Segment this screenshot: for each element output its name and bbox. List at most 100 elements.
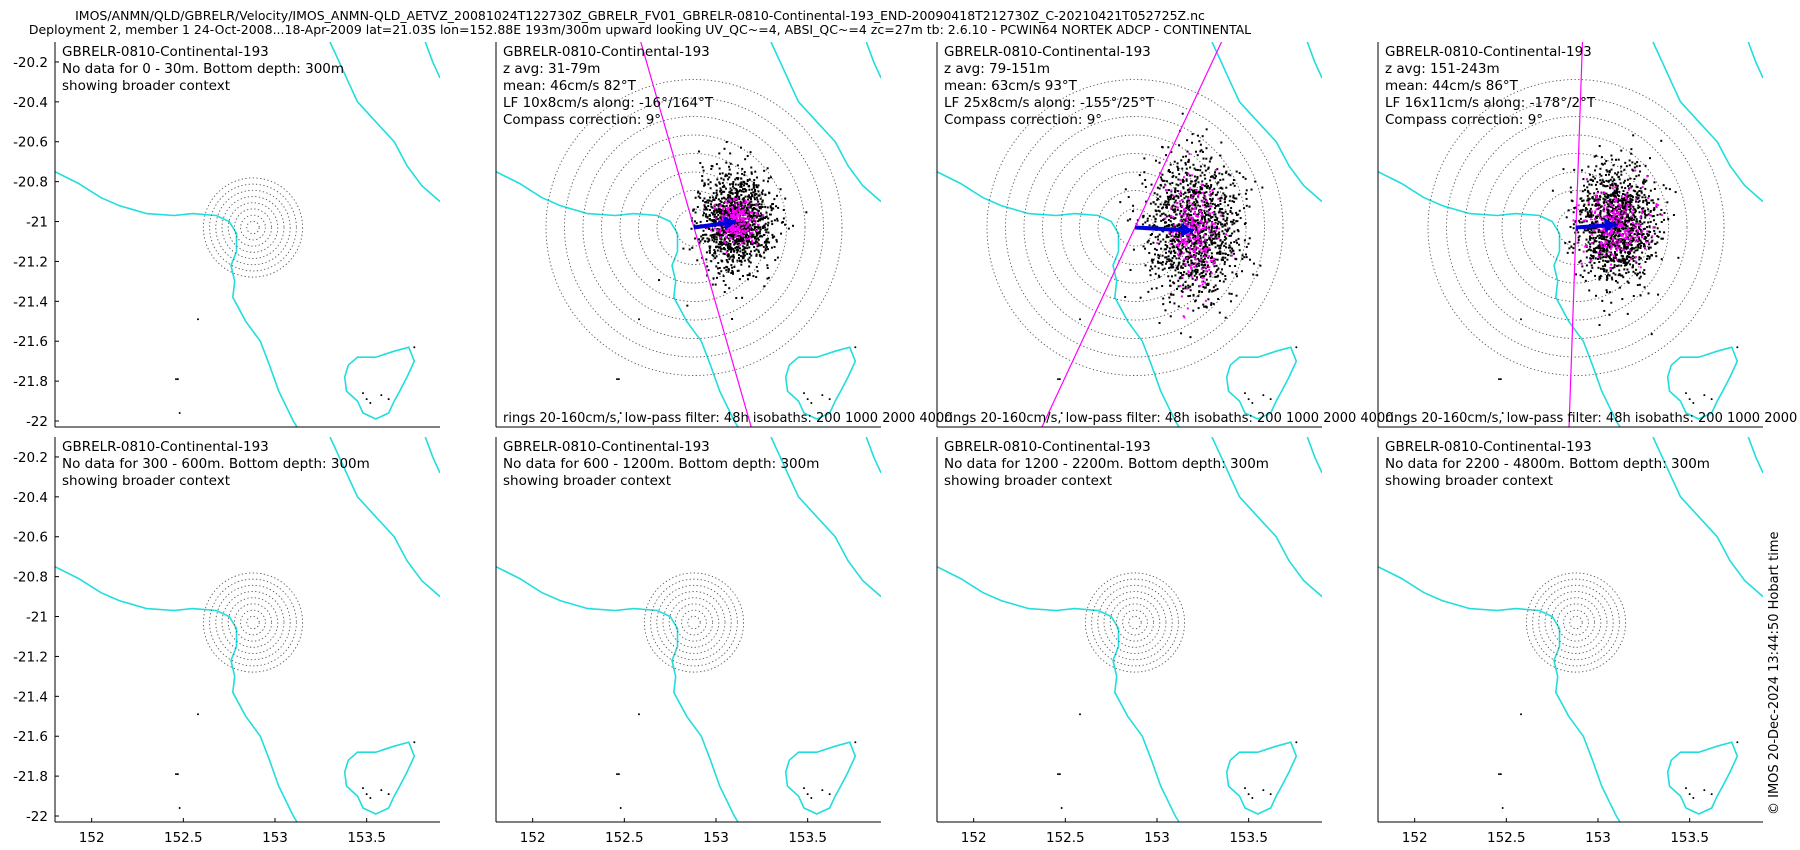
velocity-point xyxy=(1621,217,1624,220)
velocity-point xyxy=(1203,196,1206,199)
velocity-point xyxy=(1187,251,1190,254)
velocity-point xyxy=(1173,235,1176,238)
velocity-point xyxy=(1653,187,1656,190)
lowpass-point xyxy=(1593,217,1596,220)
velocity-point xyxy=(1203,257,1206,260)
island-dot xyxy=(1520,713,1522,716)
speed-ring xyxy=(1532,578,1620,667)
velocity-point xyxy=(718,272,721,275)
velocity-point xyxy=(1585,229,1588,232)
velocity-point xyxy=(1654,242,1657,245)
velocity-point xyxy=(1243,223,1246,226)
velocity-point xyxy=(1586,186,1589,189)
lowpass-point xyxy=(1179,219,1182,222)
velocity-point xyxy=(757,237,760,240)
velocity-point xyxy=(715,203,718,206)
velocity-point xyxy=(1170,190,1173,193)
velocity-point xyxy=(711,220,714,223)
velocity-point xyxy=(1581,265,1584,268)
velocity-point xyxy=(1624,221,1627,224)
velocity-point xyxy=(1641,271,1644,274)
lowpass-point xyxy=(1625,229,1628,232)
panel-annotation-line: z avg: 79-151m xyxy=(944,61,1050,77)
velocity-point xyxy=(692,209,695,212)
velocity-point xyxy=(739,146,742,149)
velocity-point xyxy=(726,254,729,257)
velocity-point xyxy=(1244,177,1247,180)
velocity-point xyxy=(1177,271,1180,274)
speed-ring xyxy=(1464,116,1688,339)
velocity-point xyxy=(1588,237,1591,240)
velocity-point xyxy=(1219,186,1222,189)
velocity-point xyxy=(1591,221,1594,224)
speed-ring xyxy=(1427,79,1725,376)
velocity-point xyxy=(1186,173,1189,176)
velocity-point xyxy=(1189,255,1192,258)
velocity-point xyxy=(1256,274,1259,277)
velocity-point xyxy=(1619,182,1622,185)
velocity-point xyxy=(1647,246,1650,249)
velocity-point xyxy=(1181,247,1184,250)
velocity-point xyxy=(709,196,712,199)
velocity-point xyxy=(1183,271,1186,274)
velocity-point xyxy=(1603,309,1606,312)
velocity-point xyxy=(731,236,734,239)
velocity-point xyxy=(1144,247,1147,250)
velocity-point xyxy=(1611,183,1614,186)
velocity-point xyxy=(748,240,751,243)
lowpass-point xyxy=(730,199,733,202)
velocity-point xyxy=(1203,195,1206,198)
velocity-point xyxy=(1189,336,1192,339)
velocity-point xyxy=(1139,296,1142,299)
velocity-point xyxy=(1223,201,1226,204)
lowpass-point xyxy=(1200,183,1203,186)
velocity-point xyxy=(1189,294,1192,297)
velocity-point xyxy=(1202,224,1205,227)
velocity-point xyxy=(1214,289,1217,292)
velocity-point xyxy=(1200,149,1203,152)
lowpass-point xyxy=(755,229,758,232)
velocity-point xyxy=(1604,255,1607,258)
island-dot xyxy=(1295,346,1298,349)
lowpass-point xyxy=(740,220,743,223)
lowpass-point xyxy=(1596,196,1599,199)
velocity-point xyxy=(1167,170,1170,173)
velocity-point xyxy=(714,250,717,253)
velocity-point xyxy=(742,253,745,256)
velocity-point xyxy=(1197,181,1200,184)
lowpass-point xyxy=(1622,225,1625,228)
velocity-point xyxy=(1649,220,1652,223)
lowpass-point xyxy=(739,233,742,236)
velocity-point xyxy=(727,178,730,181)
velocity-point xyxy=(1639,294,1642,297)
velocity-point xyxy=(767,248,770,251)
lowpass-point xyxy=(1193,210,1196,213)
velocity-point xyxy=(1646,257,1649,260)
lowpass-point xyxy=(1204,299,1207,302)
speed-ring xyxy=(1525,572,1627,673)
y-tick-label: -20.6 xyxy=(13,135,48,151)
velocity-point xyxy=(1221,241,1224,244)
lowpass-point xyxy=(1181,276,1184,279)
velocity-point xyxy=(1623,240,1626,243)
velocity-point xyxy=(757,209,760,212)
velocity-point xyxy=(1621,257,1624,260)
velocity-point xyxy=(1167,219,1170,222)
velocity-point xyxy=(1207,166,1210,169)
velocity-point xyxy=(756,270,759,273)
velocity-point xyxy=(1636,272,1639,275)
x-tick-label: 153.5 xyxy=(1229,830,1268,846)
y-tick-label: -21.8 xyxy=(13,769,48,785)
velocity-point xyxy=(1232,182,1235,185)
velocity-point xyxy=(759,212,762,215)
velocity-point xyxy=(733,200,736,203)
velocity-point xyxy=(1198,140,1201,143)
lowpass-point xyxy=(1180,199,1183,202)
velocity-point xyxy=(1225,230,1228,233)
velocity-point xyxy=(1659,213,1662,216)
velocity-point xyxy=(1586,199,1589,202)
lowpass-point xyxy=(1209,212,1212,215)
velocity-point xyxy=(716,249,719,252)
velocity-point xyxy=(1567,209,1570,212)
velocity-point xyxy=(1177,168,1180,171)
